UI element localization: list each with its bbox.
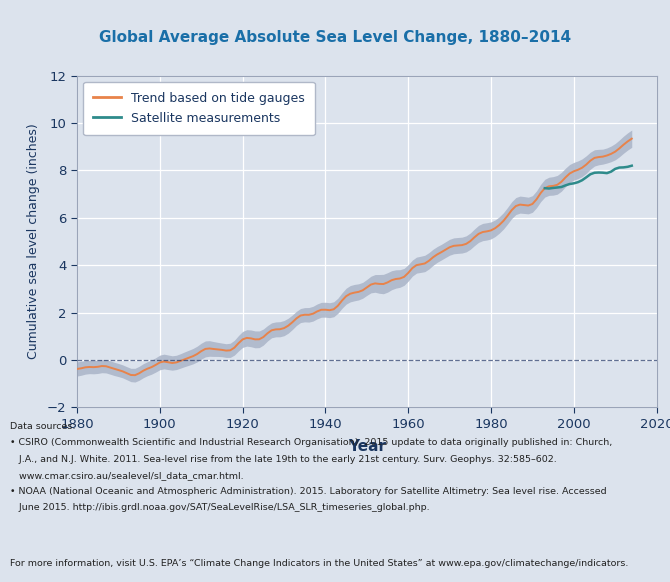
Text: Data sources:: Data sources: xyxy=(10,422,76,431)
Y-axis label: Cumulative sea level change (inches): Cumulative sea level change (inches) xyxy=(27,123,40,360)
Text: • NOAA (National Oceanic and Atmospheric Administration). 2015. Laboratory for S: • NOAA (National Oceanic and Atmospheric… xyxy=(10,487,606,496)
Text: J.A., and N.J. White. 2011. Sea-level rise from the late 19th to the early 21st : J.A., and N.J. White. 2011. Sea-level ri… xyxy=(10,455,557,463)
Text: June 2015. http://ibis.grdl.noaa.gov/SAT/SeaLevelRise/LSA_SLR_timeseries_global.: June 2015. http://ibis.grdl.noaa.gov/SAT… xyxy=(10,503,429,512)
Legend: Trend based on tide gauges, Satellite measurements: Trend based on tide gauges, Satellite me… xyxy=(83,82,314,136)
Text: Global Average Absolute Sea Level Change, 1880–2014: Global Average Absolute Sea Level Change… xyxy=(99,30,571,45)
X-axis label: Year: Year xyxy=(348,439,386,454)
Text: www.cmar.csiro.au/sealevel/sl_data_cmar.html.: www.cmar.csiro.au/sealevel/sl_data_cmar.… xyxy=(10,471,244,480)
Text: For more information, visit U.S. EPA’s “Climate Change Indicators in the United : For more information, visit U.S. EPA’s “… xyxy=(10,559,628,567)
Text: • CSIRO (Commonwealth Scientific and Industrial Research Organisation). 2015 upd: • CSIRO (Commonwealth Scientific and Ind… xyxy=(10,438,612,447)
